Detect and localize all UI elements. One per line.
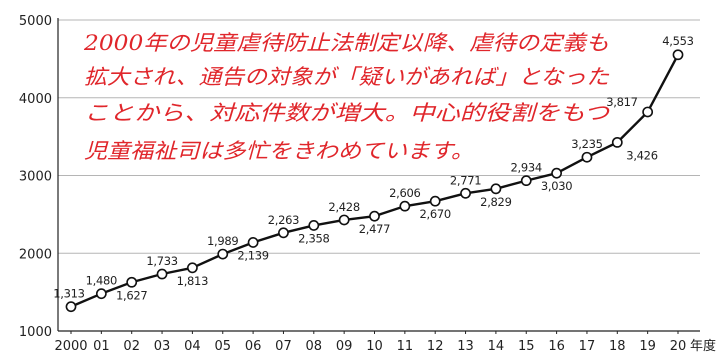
data-point xyxy=(278,227,289,239)
data-point xyxy=(126,276,138,288)
x-tick-label: 17 xyxy=(579,339,596,354)
x-tick-label: 20 xyxy=(670,339,687,354)
data-point xyxy=(95,288,107,300)
data-point xyxy=(156,268,168,280)
x-tick-label: 05 xyxy=(214,339,231,354)
data-label: 2,358 xyxy=(298,231,329,245)
data-label: 2,263 xyxy=(268,213,299,227)
data-point xyxy=(369,210,380,222)
x-tick-label: 2000 xyxy=(54,339,87,354)
y-tick-labels: 1000 2000 3000 4000 5000 xyxy=(19,14,52,340)
data-point xyxy=(429,195,441,207)
x-tick-label: 19 xyxy=(639,339,656,354)
annotation-note: 2000年の児童虐待防止法制定以降、虐待の定義も 拡大され、通告の対象が「疑いが… xyxy=(83,31,610,163)
x-tick-label: 14 xyxy=(488,339,505,354)
x-tick-label: 02 xyxy=(123,339,140,354)
annotation-line-2: 拡大され、通告の対象が「疑いがあれば」となった xyxy=(84,65,610,89)
data-point xyxy=(247,237,259,248)
data-point xyxy=(399,200,411,212)
data-point xyxy=(490,183,502,195)
data-label: 1,813 xyxy=(177,274,208,288)
x-tick-label: 04 xyxy=(184,339,201,354)
data-point xyxy=(308,220,320,231)
x-tick-label: 12 xyxy=(427,339,444,354)
data-label: 2,428 xyxy=(328,200,359,214)
axes xyxy=(57,18,700,332)
data-point xyxy=(642,106,654,118)
data-point xyxy=(338,214,350,226)
y-tick-label: 4000 xyxy=(19,92,52,107)
data-label: 2,139 xyxy=(237,248,268,262)
data-point xyxy=(217,248,229,260)
data-point xyxy=(520,175,532,187)
data-label: 3,426 xyxy=(626,148,657,162)
y-tick-label: 5000 xyxy=(19,14,52,29)
data-label: 2,934 xyxy=(511,161,542,175)
data-label: 1,733 xyxy=(146,254,177,268)
y-tick-label: 1000 xyxy=(19,325,52,340)
data-label: 1,627 xyxy=(116,288,147,302)
annotation-line-3: ことから、対応件数が増大。中心的役割をもつ xyxy=(84,101,610,125)
data-point xyxy=(581,151,593,163)
data-label: 3,235 xyxy=(571,137,602,151)
data-label: 1,989 xyxy=(207,234,238,248)
data-point xyxy=(611,136,623,148)
data-label: 2,670 xyxy=(419,207,450,221)
data-points xyxy=(65,49,684,313)
y-tick-label: 2000 xyxy=(19,247,52,262)
data-point xyxy=(460,187,471,199)
data-label: 2,771 xyxy=(450,173,481,187)
data-label: 2,606 xyxy=(389,186,420,200)
data-label: 2,829 xyxy=(480,195,511,209)
data-label: 4,553 xyxy=(662,34,693,48)
x-tick-label: 06 xyxy=(245,339,262,354)
data-point xyxy=(672,49,684,61)
data-label: 3,030 xyxy=(541,179,572,193)
x-tick-label: 01 xyxy=(93,339,110,354)
data-label: 2,477 xyxy=(359,222,390,236)
data-point xyxy=(551,167,562,179)
x-tick-label: 07 xyxy=(275,339,292,354)
annotation-line-4: 児童福祉司は多忙をきわめています。 xyxy=(84,139,474,163)
y-tick-label: 3000 xyxy=(19,170,52,185)
x-tick-labels: 2000 01 02 03 04 05 06 07 08 09 10 11 12 13 14 15 16 17 18… xyxy=(54,331,686,354)
data-label: 1,313 xyxy=(53,287,84,301)
x-tick-label: 03 xyxy=(154,339,171,354)
x-axis-unit: 年度 xyxy=(690,338,716,354)
x-tick-label: 16 xyxy=(548,339,565,354)
data-label: 3,817 xyxy=(606,95,637,109)
data-label: 1,480 xyxy=(86,274,117,288)
x-tick-label: 13 xyxy=(457,339,474,354)
data-point xyxy=(65,301,77,313)
annotation-line-1: 2000年の児童虐待防止法制定以降、虐待の定義も xyxy=(83,31,609,55)
x-tick-label: 09 xyxy=(336,339,353,354)
x-tick-label: 15 xyxy=(518,339,535,354)
grid-lines xyxy=(58,19,700,254)
x-tick-label: 18 xyxy=(609,339,626,354)
x-tick-label: 10 xyxy=(366,339,383,354)
x-tick-label: 11 xyxy=(397,339,414,354)
x-tick-label: 08 xyxy=(306,339,323,354)
data-point xyxy=(186,262,198,274)
